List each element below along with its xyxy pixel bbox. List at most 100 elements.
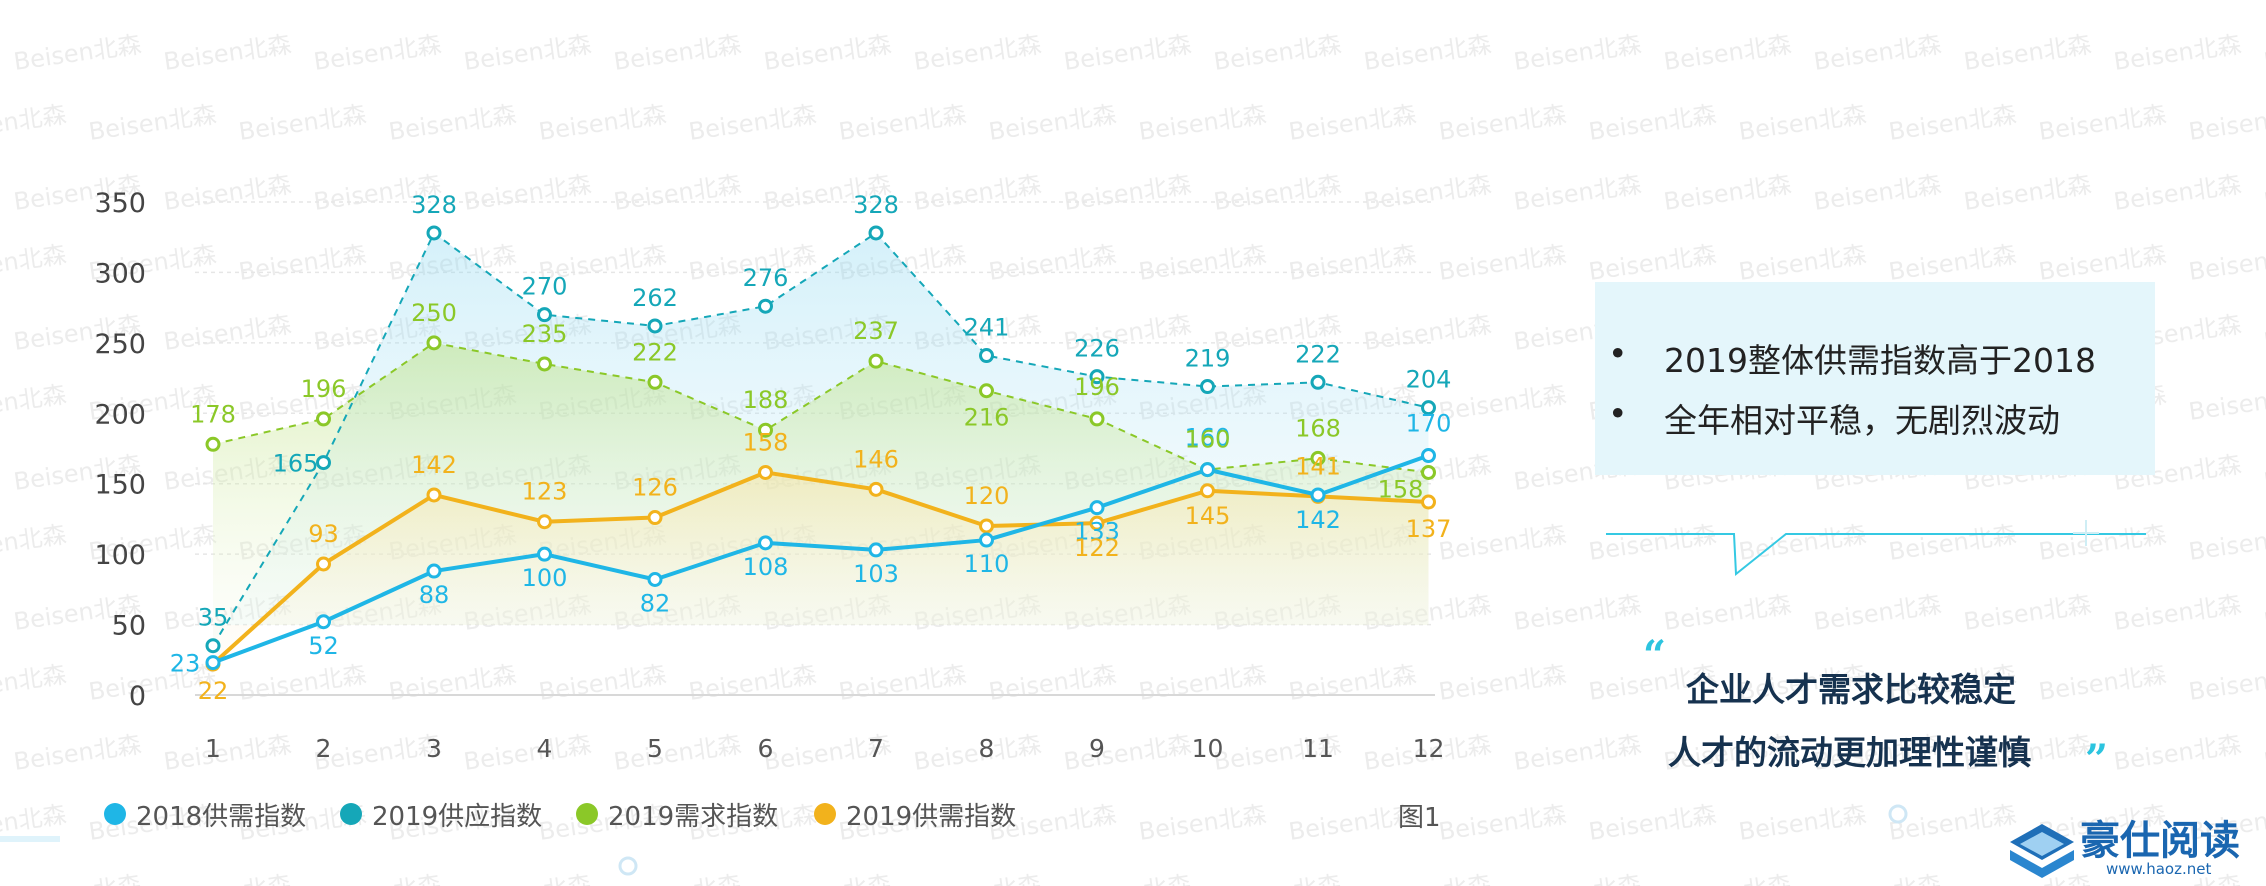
x-tick-label: 6 — [758, 734, 774, 763]
bullet-text: 全年相对平稳，无剧烈波动 — [1664, 401, 2060, 440]
data-point — [758, 298, 773, 314]
data-label: 276 — [743, 264, 789, 292]
data-label: 52 — [308, 632, 339, 660]
x-tick-label: 9 — [1089, 734, 1105, 763]
data-label: 137 — [1406, 515, 1452, 543]
data-label: 270 — [522, 273, 568, 301]
y-tick-label: 250 — [94, 329, 146, 360]
y-tick-label: 150 — [94, 470, 146, 501]
data-label: 241 — [964, 314, 1010, 342]
data-label: 178 — [190, 400, 236, 428]
legend-label: 2019供需指数 — [846, 801, 1017, 832]
data-label: 158 — [743, 428, 789, 456]
data-label: 165 — [273, 450, 319, 478]
data-point — [316, 411, 331, 427]
data-point — [426, 225, 442, 241]
data-label: 126 — [632, 474, 678, 502]
data-label: 145 — [1185, 502, 1231, 530]
legend-item-2019-supply: 2019供应指数 — [340, 797, 542, 832]
data-label: 222 — [632, 338, 678, 366]
logo-name: 豪仕阅读 — [2080, 817, 2240, 864]
data-point — [205, 436, 221, 452]
data-label: 158 — [1378, 475, 1424, 503]
data-label: 123 — [522, 478, 568, 506]
data-label: 142 — [411, 451, 457, 479]
data-point — [758, 464, 773, 480]
quote-line-1: 企业人才需求比较稳定 — [1686, 670, 2016, 709]
data-label: 88 — [419, 581, 450, 609]
data-label: 250 — [411, 299, 457, 327]
y-tick-label: 350 — [94, 188, 146, 219]
data-point — [647, 374, 663, 390]
data-point — [979, 348, 994, 364]
data-point — [758, 535, 773, 551]
data-point — [1421, 448, 1436, 464]
data-label: 122 — [1074, 534, 1120, 562]
series-line — [212, 231, 1429, 647]
data-point — [758, 422, 773, 438]
data-point — [426, 335, 442, 351]
data-label: 23 — [170, 650, 201, 678]
legend-label: 2018供需指数 — [136, 801, 307, 832]
data-point — [647, 318, 663, 334]
summary-panel — [1595, 282, 2155, 475]
y-tick-label: 0 — [129, 681, 146, 712]
data-label: 216 — [964, 404, 1010, 432]
x-tick-label: 11 — [1302, 734, 1334, 763]
data-point — [1310, 487, 1326, 503]
data-point — [979, 383, 994, 399]
data-point — [426, 563, 442, 579]
site-logo: 豪仕阅读 www.haoz.net — [2006, 808, 2266, 886]
bullet-dot: • — [1608, 394, 1628, 433]
data-label: 196 — [1074, 373, 1120, 401]
data-point — [426, 487, 442, 503]
data-point — [1089, 369, 1105, 385]
x-tick-label: 3 — [426, 734, 442, 763]
data-point — [868, 542, 884, 558]
close-quote-mark: ” — [2085, 736, 2109, 783]
data-label: 328 — [853, 191, 899, 219]
data-label: 168 — [1295, 414, 1341, 442]
data-point — [1089, 500, 1105, 516]
data-point — [1200, 379, 1215, 395]
legend-label: 2019需求指数 — [608, 801, 779, 832]
x-tick-label: 7 — [868, 734, 884, 763]
data-label: 133 — [1074, 518, 1120, 546]
data-point — [205, 638, 221, 654]
data-point — [1089, 411, 1105, 427]
x-tick-label: 1 — [205, 734, 221, 763]
data-label: 196 — [301, 375, 347, 403]
legend-marker — [104, 803, 126, 825]
data-label: 237 — [853, 317, 899, 345]
data-label: 35 — [198, 604, 229, 632]
data-label: 82 — [640, 589, 671, 617]
data-point — [1421, 494, 1436, 510]
data-label: 222 — [1295, 340, 1341, 368]
series-line — [211, 470, 1429, 666]
data-point — [205, 655, 221, 671]
legend-marker — [576, 803, 598, 825]
logo-url: www.haoz.net — [2106, 860, 2212, 878]
quote-line-2: 人才的流动更加理性谨慎 — [1668, 733, 2031, 772]
data-label: 103 — [853, 560, 899, 588]
data-label: 108 — [743, 553, 789, 581]
data-point — [537, 356, 552, 372]
figure-label: 图1 — [1398, 803, 1441, 833]
data-point — [1200, 462, 1215, 478]
data-label: 22 — [198, 677, 229, 705]
data-label: 188 — [743, 386, 789, 414]
legend-item-2019-supply-demand: 2019供需指数 — [814, 797, 1017, 832]
y-tick-label: 50 — [112, 611, 146, 642]
data-point — [1200, 483, 1215, 499]
data-point — [316, 455, 331, 471]
data-point — [316, 614, 331, 630]
data-label: 262 — [632, 284, 678, 312]
y-tick-label: 100 — [94, 540, 146, 571]
data-point — [979, 532, 994, 548]
data-label: 120 — [964, 482, 1010, 510]
legend-marker — [814, 803, 836, 825]
y-tick-label: 200 — [94, 399, 146, 430]
data-point — [537, 546, 552, 562]
series-line — [212, 341, 1429, 474]
